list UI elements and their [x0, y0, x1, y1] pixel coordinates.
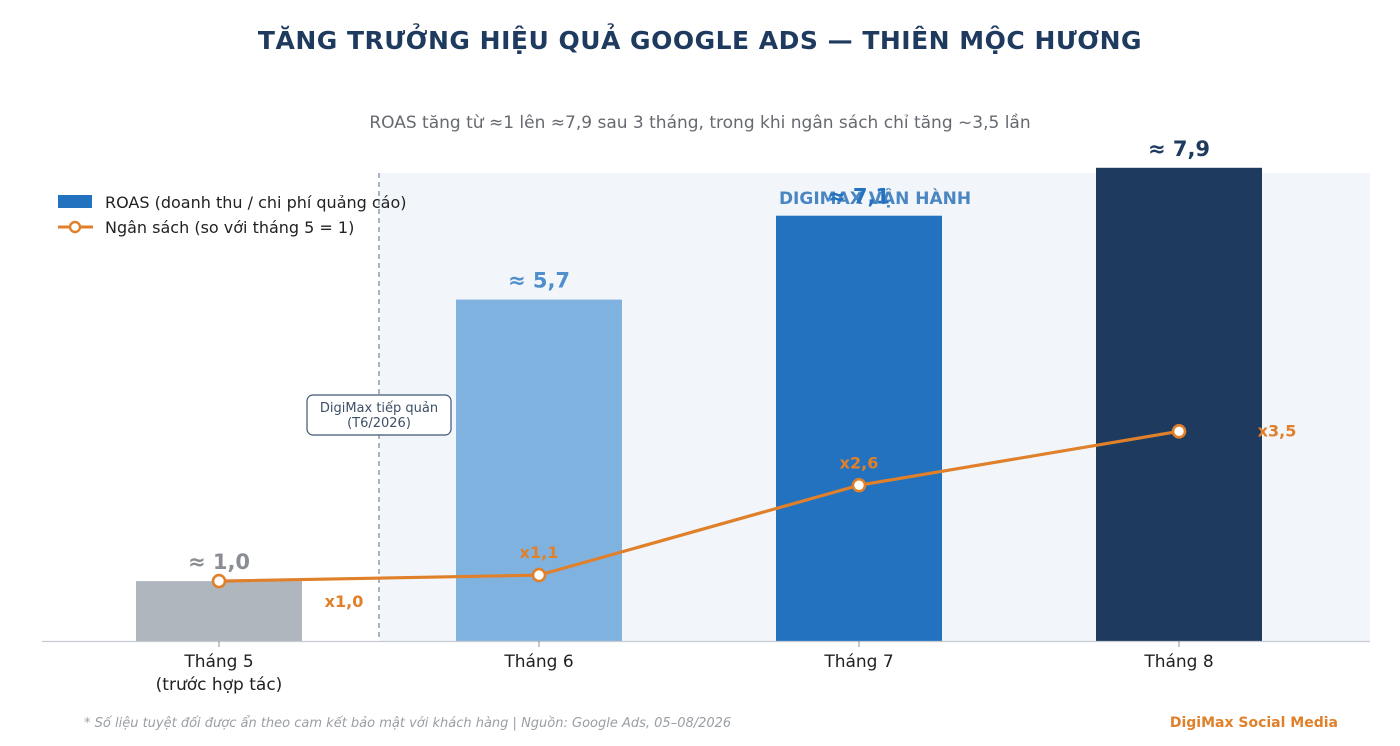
- roas-bar: [776, 215, 942, 641]
- budget-point: [531, 567, 547, 583]
- budget-value-label: x3,5: [1258, 421, 1297, 440]
- roas-bar: [456, 299, 622, 641]
- roas-value-label: ≈ 5,7: [508, 269, 570, 293]
- budget-point: [211, 573, 227, 589]
- roas-bar: [136, 581, 302, 641]
- x-tick-label: Tháng 8: [1143, 652, 1213, 672]
- roas-value-label: ≈ 1,0: [188, 550, 250, 574]
- budget-value-label: x2,6: [840, 453, 879, 472]
- chart-title: TĂNG TRƯỞNG HIỆU QUẢ GOOGLE ADS — THIÊN …: [257, 26, 1143, 55]
- budget-line: [218, 429, 1180, 583]
- legend-roas-swatch: [58, 195, 92, 208]
- takeover-date: (T6/2026): [347, 416, 411, 431]
- legend-roas-label: ROAS (doanh thu / chi phí quảng cáo): [105, 193, 407, 212]
- takeover-box: [306, 394, 452, 436]
- legend-budget-label: Ngân sách (so với tháng 5 = 1): [105, 218, 354, 237]
- budget-point: [1171, 424, 1187, 439]
- x-tick-label: Tháng 6: [503, 652, 573, 672]
- budget-value-label: x1,1: [520, 543, 559, 562]
- legend-budget-marker: [68, 220, 82, 234]
- budget-value-label: x1,0: [325, 592, 364, 611]
- x-tick-label: (trước hợp tác): [156, 675, 283, 695]
- roas-value-label: ≈ 7,1: [828, 185, 890, 209]
- footnote: * Số liệu tuyệt đối được ẩn theo cam kết…: [84, 716, 732, 731]
- brand-label: DigiMax Social Media: [1169, 715, 1338, 731]
- x-tick-label: Tháng 5: [183, 652, 253, 672]
- x-tick-label: Tháng 7: [823, 652, 893, 672]
- chart-subtitle: ROAS tăng từ ≈1 lên ≈7,9 sau 3 tháng, tr…: [369, 113, 1031, 133]
- roas-value-label: ≈ 7,9: [1148, 137, 1210, 161]
- budget-point: [851, 477, 867, 493]
- region-label: DIGIMAX VẬN HÀNH: [779, 187, 971, 209]
- roas-bar: [1096, 167, 1262, 642]
- takeover-label: DigiMax tiếp quản: [320, 401, 438, 416]
